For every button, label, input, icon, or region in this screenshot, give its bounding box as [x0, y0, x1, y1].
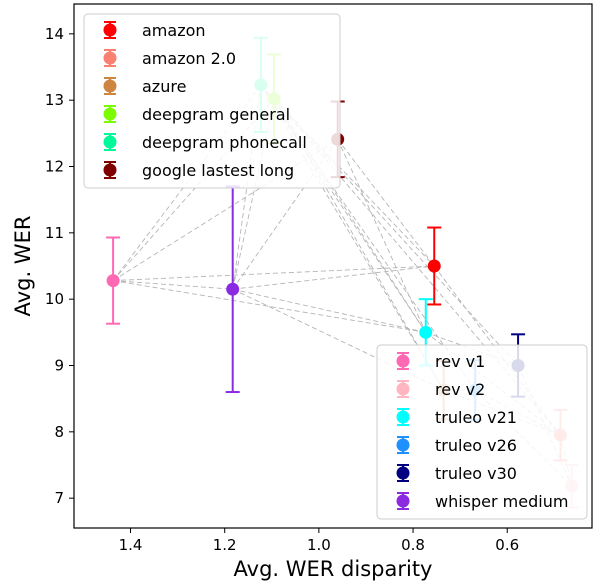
legend-label: whisper medium: [435, 492, 568, 511]
x-axis-title: Avg. WER disparity: [234, 557, 433, 581]
y-tick-label: 7: [54, 489, 64, 507]
legend-marker: [103, 51, 117, 65]
x-tick-label: 1.4: [119, 536, 143, 554]
data-point: [427, 226, 442, 306]
legend-label: amazon 2.0: [142, 49, 236, 68]
legend-entry: azure: [103, 77, 186, 96]
y-axis: 7 8 9 10 11 12 13 14: [45, 25, 74, 507]
x-tick-label: 1.2: [213, 536, 237, 554]
legend-frame: [83, 13, 341, 189]
legend-marker: [396, 410, 410, 424]
legend-top-left: amazon amazon 2.0 azure deepgram general dee…: [83, 13, 341, 189]
legend-entry: whisper medium: [396, 492, 568, 511]
legend-entry: deepgram phonecall: [103, 133, 307, 152]
y-tick-label: 12: [45, 158, 64, 176]
legend-frame: [376, 344, 588, 520]
connection-line: [232, 265, 435, 290]
marker: [427, 259, 441, 273]
legend-entry: rev v1: [396, 352, 485, 371]
data-point: [225, 185, 240, 394]
legend-marker: [103, 23, 117, 37]
legend-label: rev v2: [435, 380, 485, 399]
x-tick-label: 0.8: [401, 536, 425, 554]
y-tick-label: 13: [45, 91, 64, 109]
legend-label: google lastest long: [142, 161, 294, 180]
legend-label: rev v1: [435, 352, 485, 371]
legend-label: truleo v30: [435, 464, 517, 483]
legend-label: deepgram general: [142, 105, 290, 124]
connection-line: [337, 139, 427, 333]
legend-label: truleo v26: [435, 436, 517, 455]
connection-line: [273, 98, 427, 333]
y-tick-label: 8: [54, 423, 64, 441]
legend-label: amazon: [142, 21, 206, 40]
legend-marker: [103, 135, 117, 149]
plot-frame: [73, 3, 593, 529]
legend-entry: rev v2: [396, 380, 485, 399]
legend-label: azure: [142, 77, 186, 96]
connection-line: [337, 139, 435, 267]
y-tick-label: 10: [45, 290, 64, 308]
legend-entry: truleo v21: [396, 408, 517, 427]
legend-entry: google lastest long: [103, 161, 294, 180]
connection-line: [113, 280, 426, 333]
connection-line: [260, 84, 476, 391]
legend-marker: [396, 382, 410, 396]
y-tick-label: 14: [45, 25, 64, 43]
y-axis-title: Avg. WER: [11, 216, 35, 317]
legend-label: truleo v21: [435, 408, 517, 427]
legend-entry: truleo v26: [396, 436, 517, 455]
connection-line: [112, 138, 338, 281]
legend-marker: [396, 494, 410, 508]
y-tick-label: 11: [45, 224, 64, 242]
legend-marker: [103, 107, 117, 121]
y-tick-label: 9: [54, 356, 64, 374]
marker: [226, 282, 240, 296]
data-point: [106, 236, 121, 325]
connection-line: [113, 265, 435, 282]
legend-marker: [396, 438, 410, 452]
legend-entry: amazon 2.0: [103, 49, 236, 68]
legend-entry: deepgram general: [103, 105, 290, 124]
legend-marker: [396, 354, 410, 368]
connection-line: [232, 288, 426, 333]
legend-marker: [396, 466, 410, 480]
legend-label: deepgram phonecall: [142, 133, 307, 152]
legend-entry: amazon: [103, 21, 206, 40]
legend-bottom-right: rev v1 rev v2 truleo v21 truleo v26 truleo v…: [376, 344, 588, 520]
x-tick-label: 0.6: [495, 536, 519, 554]
x-axis: 1.4 1.2 1.0 0.8 0.6: [119, 528, 519, 554]
connection-line: [113, 280, 233, 290]
legend-entry: truleo v30: [396, 464, 517, 483]
x-tick-label: 1.0: [307, 536, 331, 554]
legend-marker: [103, 163, 117, 177]
marker: [419, 325, 433, 339]
marker: [106, 274, 120, 288]
legend-marker: [103, 79, 117, 93]
